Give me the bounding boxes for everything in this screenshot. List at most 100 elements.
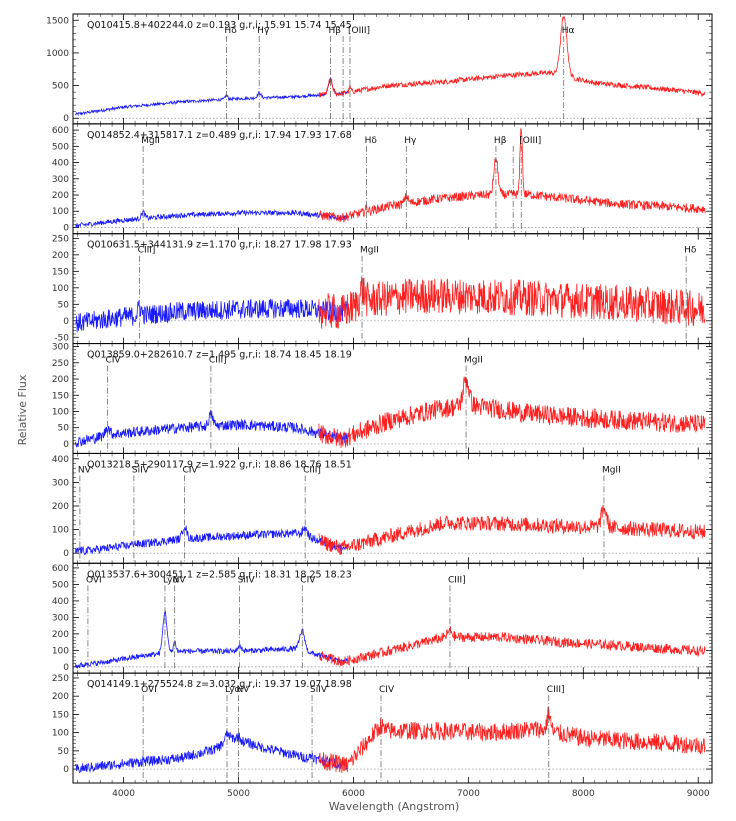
line-label: OVI	[141, 685, 157, 695]
y-tick-label: -50	[54, 333, 69, 343]
line-label: CIV	[300, 575, 316, 585]
line-label: CIII]	[209, 356, 227, 366]
y-tick-label: 100	[52, 729, 69, 739]
red-arm-spectrum	[318, 128, 706, 223]
y-tick-label: 500	[52, 82, 69, 92]
line-label: OVI	[86, 575, 102, 585]
y-tick-label: 250	[52, 674, 69, 684]
y-tick-label: 500	[52, 142, 69, 152]
y-tick-label: 150	[52, 710, 69, 720]
object-label: Q014149.1+275524.8 z=3.032 g,r,i: 19.37 …	[87, 679, 352, 690]
x-tick-label: 4000	[112, 789, 135, 799]
y-tick-label: 150	[52, 267, 69, 277]
y-tick-label: 100	[52, 207, 69, 217]
blue-arm-spectrum	[74, 525, 348, 556]
x-axis-title: Wavelength (Angstrom)	[329, 800, 460, 813]
line-label: NV	[236, 685, 250, 695]
panel-3: -50 0 50 100 150 200 250 CIII] MgII Hδ Q010631.5+3…	[52, 233, 713, 345]
y-tick-label: 50	[58, 424, 70, 434]
line-label: SiIV	[132, 465, 150, 475]
line-label: Hα	[562, 26, 575, 36]
line-label: CIV	[182, 465, 198, 475]
x-tick-label: 7000	[457, 789, 480, 799]
red-arm-spectrum	[318, 505, 706, 556]
panel-5: 0 100 200 300 400 NV SiIV CIV CIII] MgII Q013218.5…	[52, 452, 713, 564]
y-tick-label: 1000	[46, 49, 69, 59]
x-tick-label: 8000	[572, 789, 595, 799]
y-tick-label: 1500	[46, 16, 69, 26]
object-label: Q013859.0+282610.7 z=1.495 g,r,i: 18.74 …	[87, 350, 352, 361]
panel-1: 0 500 1000 1500 Hδ Hγ Hβ [OIII] Hα Q010415.8+4022…	[46, 13, 713, 125]
object-label: Q013537.6+300451.1 z=2.585 g,r,i: 18.31 …	[87, 569, 352, 580]
y-tick-label: 600	[52, 564, 69, 574]
y-tick-label: 0	[63, 223, 69, 233]
line-label: MgII	[360, 246, 379, 256]
y-tick-label: 200	[52, 191, 69, 201]
line-label: CIII]	[448, 575, 466, 585]
x-tick-label: 6000	[342, 789, 365, 799]
y-tick-label: 200	[52, 251, 69, 261]
y-tick-label: 50	[58, 747, 70, 757]
line-label: Hδ	[224, 26, 237, 36]
object-label: Q014852.4+315817.1 z=0.489 g,r,i: 17.94 …	[87, 130, 352, 141]
y-tick-label: 250	[52, 359, 69, 369]
line-label: CIV	[379, 685, 395, 695]
y-tick-label: 100	[52, 284, 69, 294]
line-label: CIV	[105, 356, 121, 366]
y-tick-label: 0	[63, 765, 69, 775]
y-tick-label: 300	[52, 613, 69, 623]
y-tick-label: 200	[52, 692, 69, 702]
line-label: Hβ	[494, 136, 507, 146]
line-label: Hδ	[684, 246, 697, 256]
y-tick-label: 100	[52, 646, 69, 656]
y-tick-label: 600	[52, 126, 69, 136]
y-axis-title: Relative Flux	[16, 374, 29, 445]
object-label: Q010415.8+402244.0 z=0.193 g,r,i: 15.91 …	[87, 20, 352, 31]
red-arm-spectrum	[318, 15, 706, 98]
blue-arm-spectrum	[75, 209, 348, 228]
panel-4: 0 50 100 150 200 250 300 CIV CIII] MgII Q013859.0+…	[52, 343, 713, 454]
line-label: SiIV	[238, 575, 256, 585]
line-label: MgII	[602, 465, 621, 475]
y-tick-label: 0	[63, 114, 69, 124]
line-label: Lyα	[163, 575, 179, 585]
y-tick-label: 400	[52, 455, 69, 465]
line-label: Hγ	[404, 136, 417, 146]
y-tick-label: 500	[52, 580, 69, 590]
line-label: NV	[173, 575, 187, 585]
y-tick-label: 300	[52, 478, 69, 488]
y-tick-label: 200	[52, 630, 69, 640]
y-tick-label: 0	[63, 663, 69, 673]
y-tick-label: 0	[63, 317, 69, 327]
red-arm-spectrum	[318, 707, 706, 774]
red-arm-spectrum	[318, 276, 706, 329]
y-tick-label: 100	[52, 407, 69, 417]
y-tick-label: 300	[52, 343, 69, 353]
line-label: MgII	[141, 136, 160, 146]
y-tick-label: 0	[63, 440, 69, 450]
x-tick-label: 5000	[227, 789, 250, 799]
object-label: Q010631.5+344131.9 z=1.170 g,r,i: 18.27 …	[87, 240, 352, 251]
y-tick-label: 150	[52, 391, 69, 401]
y-tick-label: 400	[52, 159, 69, 169]
panel-2: 0 100 200 300 400 500 600 MgII Hδ Hγ Hβ [OIII] Q0148…	[52, 123, 713, 235]
line-label: SiIV	[310, 685, 328, 695]
object-label: Q013218.5+290117.9 z=1.922 g,r,i: 18.86 …	[87, 459, 352, 470]
line-label: [OIII]	[519, 136, 541, 146]
line-label: [OIII]	[348, 26, 370, 36]
line-label: CIII]	[547, 685, 565, 695]
line-label: CIII]	[138, 246, 156, 256]
y-tick-label: 100	[52, 526, 69, 536]
blue-arm-spectrum	[74, 730, 348, 773]
y-tick-label: 400	[52, 597, 69, 607]
blue-arm-spectrum	[75, 298, 348, 333]
line-label: Hδ	[365, 136, 378, 146]
line-label: CIII]	[303, 465, 321, 475]
red-arm-spectrum	[318, 626, 706, 667]
line-label: NV	[78, 465, 92, 475]
blue-arm-spectrum	[74, 77, 348, 117]
